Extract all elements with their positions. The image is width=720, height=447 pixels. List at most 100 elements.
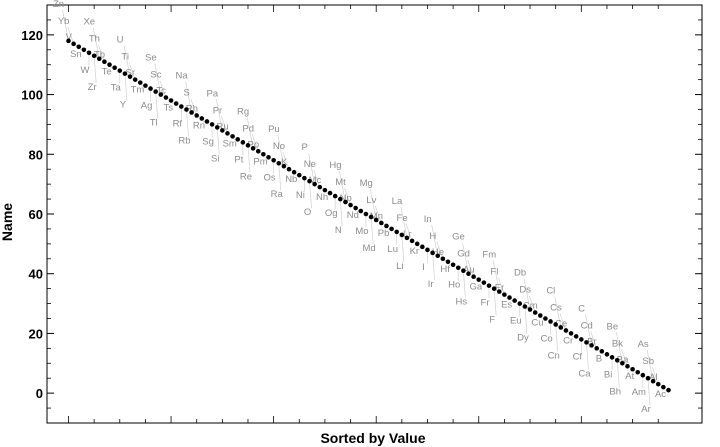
point-label: In [424,214,432,225]
point-label: Rg [237,106,249,117]
leader-line [647,378,651,406]
data-point [655,381,661,387]
data-point [537,313,543,318]
leader-line [313,170,321,188]
point-label: Pr [213,105,223,116]
point-label: Bh [609,386,621,397]
data-point [532,310,538,315]
data-point [184,107,189,112]
point-label: Rf [173,119,183,130]
point-label: Hs [456,297,468,308]
data-point [179,104,184,109]
data-point [307,178,312,184]
data-point [71,41,76,47]
data-point [148,86,153,91]
point-label: Cs [550,302,562,313]
point-label: Lr [403,229,411,240]
point-label: Am [632,387,646,398]
point-label: At [625,371,634,382]
point-label: Po [248,139,260,150]
point-label: He [432,247,444,258]
leader-line [339,170,346,203]
leader-line [436,241,444,259]
data-point [250,146,256,151]
point-label: Og [325,208,338,219]
data-point [348,202,353,208]
point-label: Lu [387,244,398,255]
point-label: Gd [457,249,470,260]
point-label: Nb [285,174,297,185]
leader-line [651,367,659,385]
data-point [96,56,102,62]
data-point [445,259,451,265]
data-point [517,301,523,306]
data-point [609,355,615,360]
point-label: Eu [510,316,522,327]
data-point [373,217,379,223]
point-label: Hf [440,264,450,275]
leader-line [128,62,136,80]
point-label: Fe [397,213,408,224]
point-label: Ne [304,159,316,170]
leader-line [528,295,536,313]
data-point [620,360,625,366]
data-point [430,250,435,256]
data-point [312,181,317,187]
point-label: Md [362,243,375,254]
data-point [420,244,425,250]
data-point [450,262,456,268]
point-label: Pt [234,154,243,165]
data-point [558,325,564,330]
point-label: V [66,32,73,43]
y-axis-title: Name [0,203,15,241]
point-label: Bi [604,369,612,380]
data-point [220,128,225,133]
data-point [91,53,97,59]
data-point [368,214,374,220]
point-label: Ds [519,285,531,296]
data-point [102,59,107,65]
data-point [594,346,600,351]
point-label: C [578,303,585,314]
leader-line [159,80,167,98]
data-point [471,274,476,280]
point-label: Ge [452,232,465,243]
data-point [502,292,507,297]
point-label: I [422,262,425,273]
data-point [548,319,553,324]
point-label: W [81,65,90,76]
point-label: Pm [253,156,267,167]
leader-line [251,134,259,152]
leader-line [646,350,654,382]
leader-line [216,99,223,131]
point-label: F [489,315,495,326]
point-label: Yb [58,16,70,27]
leader-line [559,313,567,331]
leader-line [67,26,74,44]
leader-line [432,252,435,280]
data-point [235,137,241,142]
point-label: Fl [490,267,498,278]
data-point [599,349,605,354]
point-label: Ta [111,83,122,94]
data-point [189,110,194,115]
data-point [209,122,215,127]
data-point [271,157,276,163]
leader-line [498,277,505,295]
point-labels-group: Zn Yb V Sn W Zr Xe Th Tb Te Ta Y U Ti Sr Tm Ag Tl Se Sc Tc Ts… [53,0,666,415]
leader-line [374,205,382,224]
point-label: Cu [531,318,543,329]
leader-line [154,63,162,95]
data-point [240,140,246,145]
data-point [604,352,610,357]
point-label: S [184,87,190,98]
point-label: Cl [546,285,555,296]
data-point [230,134,235,139]
point-label: Ac [655,389,666,400]
point-label: O [304,207,311,218]
point-label: Cr [563,335,573,346]
leader-line [401,234,405,262]
leader-line [93,55,97,83]
data-point [563,328,569,333]
